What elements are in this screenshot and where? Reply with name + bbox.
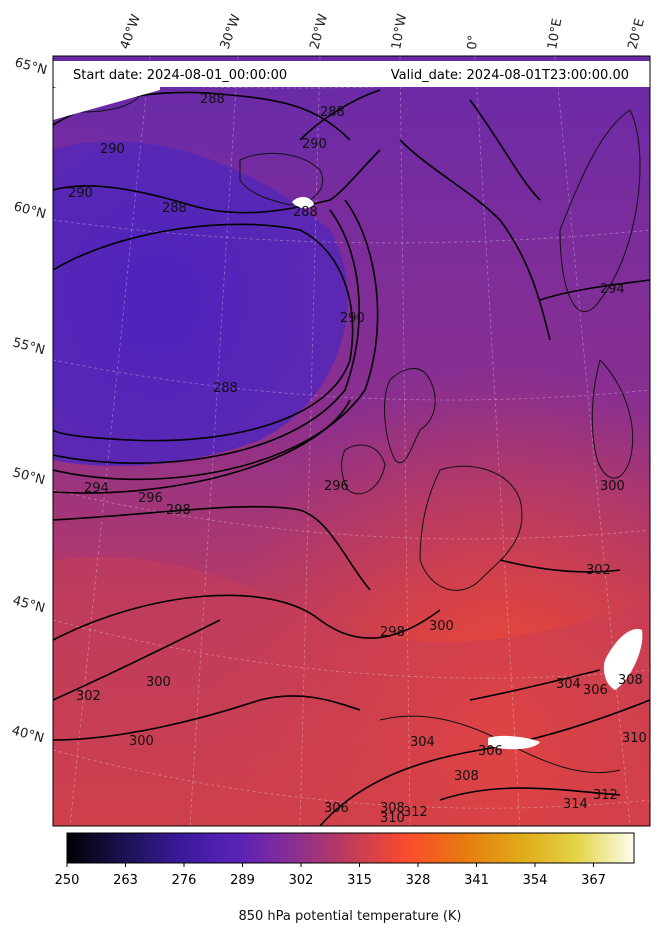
colorbar-tick-label: 289 xyxy=(230,873,255,888)
colorbar-tick-label: 354 xyxy=(523,873,548,888)
colorbar-tick-label: 315 xyxy=(347,873,372,888)
map-frame xyxy=(52,55,651,827)
colorbar-tick-label: 341 xyxy=(464,873,489,888)
contour-label: 290 xyxy=(340,311,365,326)
colorbar-bar xyxy=(66,832,635,864)
lon-label: 10°E xyxy=(545,17,565,50)
contour-label: 288 xyxy=(162,201,187,216)
contour-label: 294 xyxy=(84,481,109,496)
south-warm-band xyxy=(53,556,650,826)
contour-label: 300 xyxy=(146,675,171,690)
lon-label: 40°W xyxy=(118,12,144,51)
lat-label: 60°N xyxy=(12,199,48,222)
start-date-label: Start date: 2024-08-01_00:00:00 xyxy=(73,68,287,83)
contour-label: 298 xyxy=(380,625,405,640)
contour-label: 288 xyxy=(200,92,225,107)
contour-label: 296 xyxy=(324,479,349,494)
contour-label: 308 xyxy=(380,801,405,816)
lat-label: 55°N xyxy=(11,335,47,358)
lat-label: 40°N xyxy=(10,723,46,746)
contour-label: 294 xyxy=(600,282,625,297)
contour-label: 298 xyxy=(166,503,191,518)
contour-label: 288 xyxy=(320,105,345,120)
contour-label: 310 xyxy=(380,811,405,826)
colorbar-tick-label: 250 xyxy=(55,873,80,888)
lon-label: 30°W xyxy=(218,12,244,51)
colorbar-tick-label: 302 xyxy=(289,873,314,888)
contour-label: 304 xyxy=(410,735,435,750)
colorbar-tick-label: 276 xyxy=(172,873,197,888)
lat-label: 50°N xyxy=(11,465,47,488)
colorbar: 250 263 276 289 302 315 328 341 354 367 850 hPa p… xyxy=(55,832,635,924)
contour-label: 296 xyxy=(138,491,163,506)
lon-label: 20°E xyxy=(625,17,648,51)
lon-label: 10°W xyxy=(389,13,410,51)
graticule-lines xyxy=(53,56,650,826)
contour-label: 312 xyxy=(403,805,428,820)
latitude-labels: 65°N 60°N 55°N 50°N 45°N 40°N xyxy=(10,55,49,746)
lat-label: 65°N xyxy=(13,55,49,78)
colorbar-tick-label: 263 xyxy=(113,873,138,888)
contour-label: 290 xyxy=(68,186,93,201)
contour-label: 288 xyxy=(213,381,238,396)
contour-label: 300 xyxy=(429,619,454,634)
contour-label: 300 xyxy=(129,734,154,749)
contour-label: 308 xyxy=(618,673,643,688)
contour-label: 312 xyxy=(593,788,618,803)
colorbar-ticks: 250 263 276 289 302 315 328 341 354 367 xyxy=(55,863,606,888)
map-area: Start date: 2024-08-01_00:00:00 Valid_da… xyxy=(53,56,650,826)
contour-label: 288 xyxy=(293,205,318,220)
potential-temperature-contours xyxy=(53,89,650,826)
contour-label: 290 xyxy=(100,142,125,157)
contour-label: 308 xyxy=(454,769,479,784)
contour-label: 304 xyxy=(556,677,581,692)
lon-label: 20°W xyxy=(307,12,331,51)
contour-label: 302 xyxy=(586,563,611,578)
contour-labels: 288 288 288 288 288 290 290 290 290 294 … xyxy=(68,92,647,826)
longitude-labels: 40°W 30°W 20°W 10°W 0° 10°E 20°E xyxy=(118,12,648,51)
colorbar-tick-label: 367 xyxy=(581,873,606,888)
contour-label: 306 xyxy=(583,683,608,698)
contour-label: 300 xyxy=(600,479,625,494)
lon-label: 0° xyxy=(465,34,481,50)
colorbar-label: 850 hPa potential temperature (K) xyxy=(238,909,461,924)
header-bar xyxy=(53,61,650,87)
contour-label: 314 xyxy=(563,797,588,812)
contour-label: 306 xyxy=(478,744,503,759)
lat-label: 45°N xyxy=(11,593,47,616)
contour-label: 306 xyxy=(324,801,349,816)
contour-label: 290 xyxy=(302,137,327,152)
valid-date-label: Valid_date: 2024-08-01T23:00:00.00 xyxy=(391,68,629,83)
contour-label: 302 xyxy=(76,689,101,704)
contour-label: 310 xyxy=(622,731,647,746)
colorbar-tick-label: 328 xyxy=(406,873,431,888)
